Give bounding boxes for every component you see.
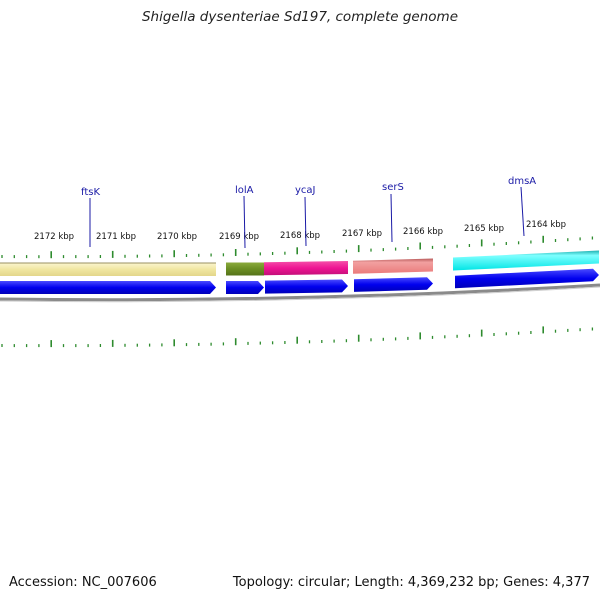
gene-label-dmsA: dmsA	[508, 176, 536, 187]
gene-block-ftsK[interactable]	[0, 263, 216, 276]
cds-arrow-serS[interactable]	[354, 277, 433, 292]
kbp-label-2167: 2167 kbp	[342, 229, 382, 239]
gene-block-dmsA[interactable]	[453, 250, 599, 271]
feature-band	[0, 250, 599, 276]
leader-ycaJ	[304, 196, 307, 247]
kbp-label-2171: 2171 kbp	[96, 232, 136, 242]
gene-block-ycaJ[interactable]	[264, 261, 348, 276]
kbp-label-2165: 2165 kbp	[464, 224, 504, 234]
kbp-label-2164: 2164 kbp	[526, 220, 566, 230]
gene-block-lolA[interactable]	[226, 262, 264, 276]
gene-label-serS: serS	[382, 182, 404, 193]
cds-arrow-ycaJ[interactable]	[265, 279, 348, 294]
map-title: Shigella dysenteriae Sd197, complete gen…	[141, 9, 459, 25]
kbp-label-2169: 2169 kbp	[219, 232, 259, 242]
kbp-label-2170: 2170 kbp	[157, 232, 197, 242]
gene-label-ycaJ: ycaJ	[295, 185, 316, 196]
leader-serS	[390, 193, 393, 243]
gene-labels: ftsK lolA ycaJ serS dmsA	[81, 176, 536, 198]
kbp-label-2172: 2172 kbp	[34, 232, 74, 242]
cds-arrows	[0, 268, 599, 294]
genome-backbone	[0, 283, 600, 302]
leader-lolA	[243, 195, 246, 249]
cds-arrow-ftsK[interactable]	[0, 281, 216, 294]
gene-label-ftsK: ftsK	[81, 187, 100, 198]
gene-leader-lines	[89, 186, 525, 249]
gene-label-lolA: lolA	[235, 185, 254, 196]
cds-arrow-lolA[interactable]	[226, 281, 264, 294]
kbp-label-2166: 2166 kbp	[403, 227, 443, 237]
accession-text: Accession: NC_007606	[9, 575, 157, 590]
inner-tick-marks	[1, 326, 594, 348]
leader-dmsA	[520, 186, 525, 237]
kbp-label-2168: 2168 kbp	[280, 231, 320, 241]
genome-summary: Topology: circular; Length: 4,369,232 bp…	[232, 575, 590, 590]
kbp-scale: 2172 kbp 2171 kbp 2170 kbp 2169 kbp 2168…	[34, 220, 566, 242]
gene-block-serS[interactable]	[353, 258, 433, 274]
cds-arrow-dmsA[interactable]	[455, 268, 599, 289]
outer-tick-marks	[1, 235, 594, 259]
